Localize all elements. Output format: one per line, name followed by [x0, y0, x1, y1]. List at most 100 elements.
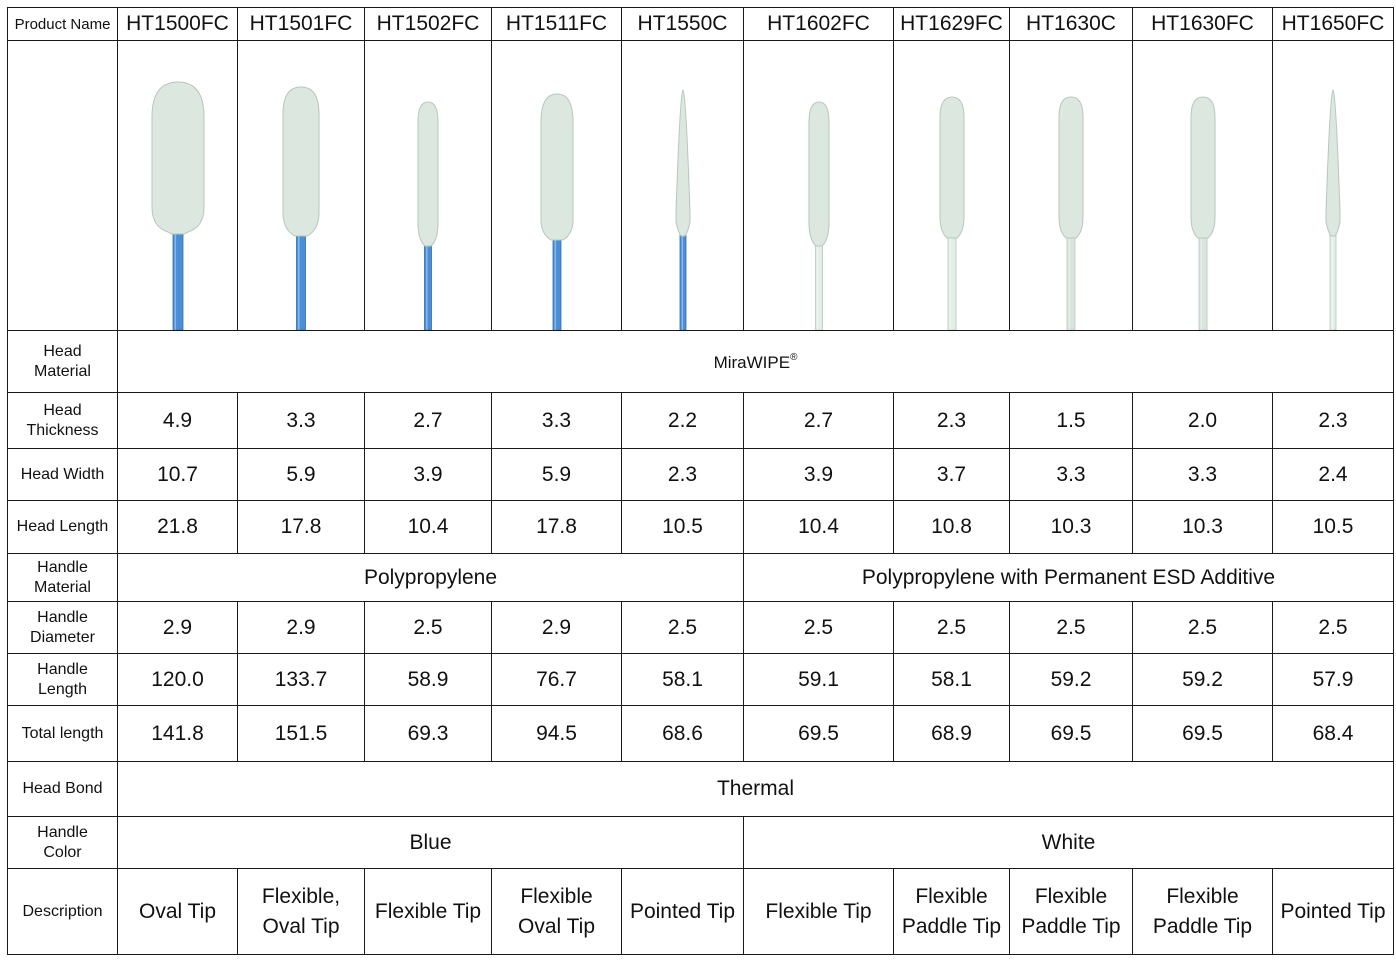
swab-image-cell [237, 40, 365, 331]
head-width-value: 3.9 [743, 448, 894, 501]
handle-length-row: Handle Length 120.0 133.7 58.9 76.7 58.1 59.1 5… [7, 653, 1394, 706]
product-name-ht1501fc: HT1501FC [237, 7, 365, 41]
table-body: Product Name HT1500FC HT1501FC HT1502FC HT1… [7, 7, 1394, 955]
product-name-ht1650fc: HT1650FC [1272, 7, 1394, 41]
total-length-value: 68.9 [893, 705, 1010, 762]
product-name-ht1630fc: HT1630FC [1132, 7, 1273, 41]
handle-color-right: White [743, 816, 1394, 869]
head-length-value: 10.4 [364, 500, 492, 554]
description-line: Pointed Tip [1280, 899, 1386, 923]
head-length-value: 17.8 [491, 500, 622, 554]
swab-image-cell [364, 40, 492, 331]
swab-icon [282, 85, 320, 330]
head-width-value: 3.3 [1132, 448, 1273, 501]
product-name-ht1630c: HT1630C [1009, 7, 1133, 41]
swab-icon [1058, 95, 1084, 330]
handle-length-value: 59.2 [1132, 653, 1273, 706]
swab-image-cell [621, 40, 744, 331]
description-value: Flexible Paddle Tip [1009, 868, 1133, 955]
description-line: Paddle Tip [901, 914, 1002, 938]
description-value: Oval Tip [117, 868, 238, 955]
description-value: Flexible, Oval Tip [237, 868, 365, 955]
head-thickness-value: 2.3 [1272, 392, 1394, 449]
head-bond-value: Thermal [117, 761, 1394, 817]
description-value: Pointed Tip [1272, 868, 1394, 955]
description-line: Flexible [915, 885, 988, 909]
handle-diameter-label: Handle Diameter [7, 601, 118, 654]
head-length-value: 10.5 [1272, 500, 1394, 554]
description-line: Flexible [1034, 885, 1108, 909]
head-bond-label: Head Bond [7, 761, 118, 817]
description-line: Pointed Tip [629, 899, 736, 923]
head-length-value: 10.5 [621, 500, 744, 554]
handle-material-right: Polypropylene with Permanent ESD Additiv… [743, 553, 1394, 602]
description-value: Flexible Tip [743, 868, 894, 955]
handle-material-label: Handle Material [7, 553, 118, 602]
swab-image-cell [893, 40, 1010, 331]
product-name-ht1511fc: HT1511FC [491, 7, 622, 41]
description-line: Flexible [1166, 885, 1239, 909]
description-value: Flexible Oval Tip [491, 868, 622, 955]
head-thickness-value: 3.3 [237, 392, 365, 449]
handle-length-value: 57.9 [1272, 653, 1394, 706]
handle-length-value: 59.2 [1009, 653, 1133, 706]
image-row [7, 40, 1394, 331]
description-line: Flexible, [261, 885, 341, 909]
product-name-ht1602fc: HT1602FC [743, 7, 894, 41]
head-width-value: 2.3 [621, 448, 744, 501]
product-name-label: Product Name [7, 7, 118, 41]
total-length-value: 141.8 [117, 705, 238, 762]
total-length-value: 68.4 [1272, 705, 1394, 762]
product-name-ht1500fc: HT1500FC [117, 7, 238, 41]
head-length-value: 10.3 [1132, 500, 1273, 554]
swab-image-cell [743, 40, 894, 331]
swab-image-cell [117, 40, 238, 331]
description-label: Description [7, 868, 118, 955]
head-width-value: 3.9 [364, 448, 492, 501]
head-width-value: 5.9 [237, 448, 365, 501]
description-line: Paddle Tip [1021, 914, 1121, 938]
description-row: Description Oval Tip Flexible, Oval Tip Fle… [7, 868, 1394, 955]
handle-diameter-value: 2.9 [117, 601, 238, 654]
handle-length-value: 76.7 [491, 653, 622, 706]
product-name-ht1629fc: HT1629FC [893, 7, 1010, 41]
head-width-value: 3.3 [1009, 448, 1133, 501]
swab-icon [540, 92, 573, 330]
head-width-value: 5.9 [491, 448, 622, 501]
total-length-value: 151.5 [237, 705, 365, 762]
product-name-ht1550c: HT1550C [621, 7, 744, 41]
description-line: Oval Tip [262, 914, 340, 938]
total-length-value: 94.5 [491, 705, 622, 762]
head-length-value: 21.8 [117, 500, 238, 554]
handle-length-value: 59.1 [743, 653, 894, 706]
description-value: Flexible Tip [364, 868, 492, 955]
head-width-label: Head Width [7, 448, 118, 501]
handle-diameter-value: 2.9 [491, 601, 622, 654]
total-length-label: Total length [7, 705, 118, 762]
head-thickness-label: Head Thickness [7, 392, 118, 449]
product-name-ht1502fc: HT1502FC [364, 7, 492, 41]
head-material-label: Head Material [7, 330, 118, 393]
head-material-value: MiraWIPE® [117, 330, 1394, 393]
swab-icon [151, 80, 204, 330]
head-thickness-row: Head Thickness 4.9 3.3 2.7 3.3 2.2 2.7 2.3 1.5 2.… [7, 392, 1394, 449]
swab-icon [1325, 88, 1341, 330]
head-length-value: 10.3 [1009, 500, 1133, 554]
head-thickness-value: 3.3 [491, 392, 622, 449]
swab-icon [417, 100, 439, 330]
head-thickness-value: 4.9 [117, 392, 238, 449]
head-thickness-value: 2.0 [1132, 392, 1273, 449]
description-line: Paddle Tip [1152, 914, 1253, 938]
image-row-blank [7, 40, 118, 331]
product-name-row: Product Name HT1500FC HT1501FC HT1502FC HT1… [7, 7, 1394, 41]
handle-diameter-value: 2.5 [1272, 601, 1394, 654]
handle-length-value: 58.9 [364, 653, 492, 706]
head-thickness-value: 2.2 [621, 392, 744, 449]
head-width-value: 3.7 [893, 448, 1010, 501]
handle-diameter-row: Handle Diameter 2.9 2.9 2.5 2.9 2.5 2.5 2.5 2.5 2… [7, 601, 1394, 654]
head-thickness-value: 2.7 [364, 392, 492, 449]
head-thickness-value: 2.3 [893, 392, 1010, 449]
head-thickness-value: 2.7 [743, 392, 894, 449]
handle-length-value: 133.7 [237, 653, 365, 706]
handle-diameter-value: 2.9 [237, 601, 365, 654]
